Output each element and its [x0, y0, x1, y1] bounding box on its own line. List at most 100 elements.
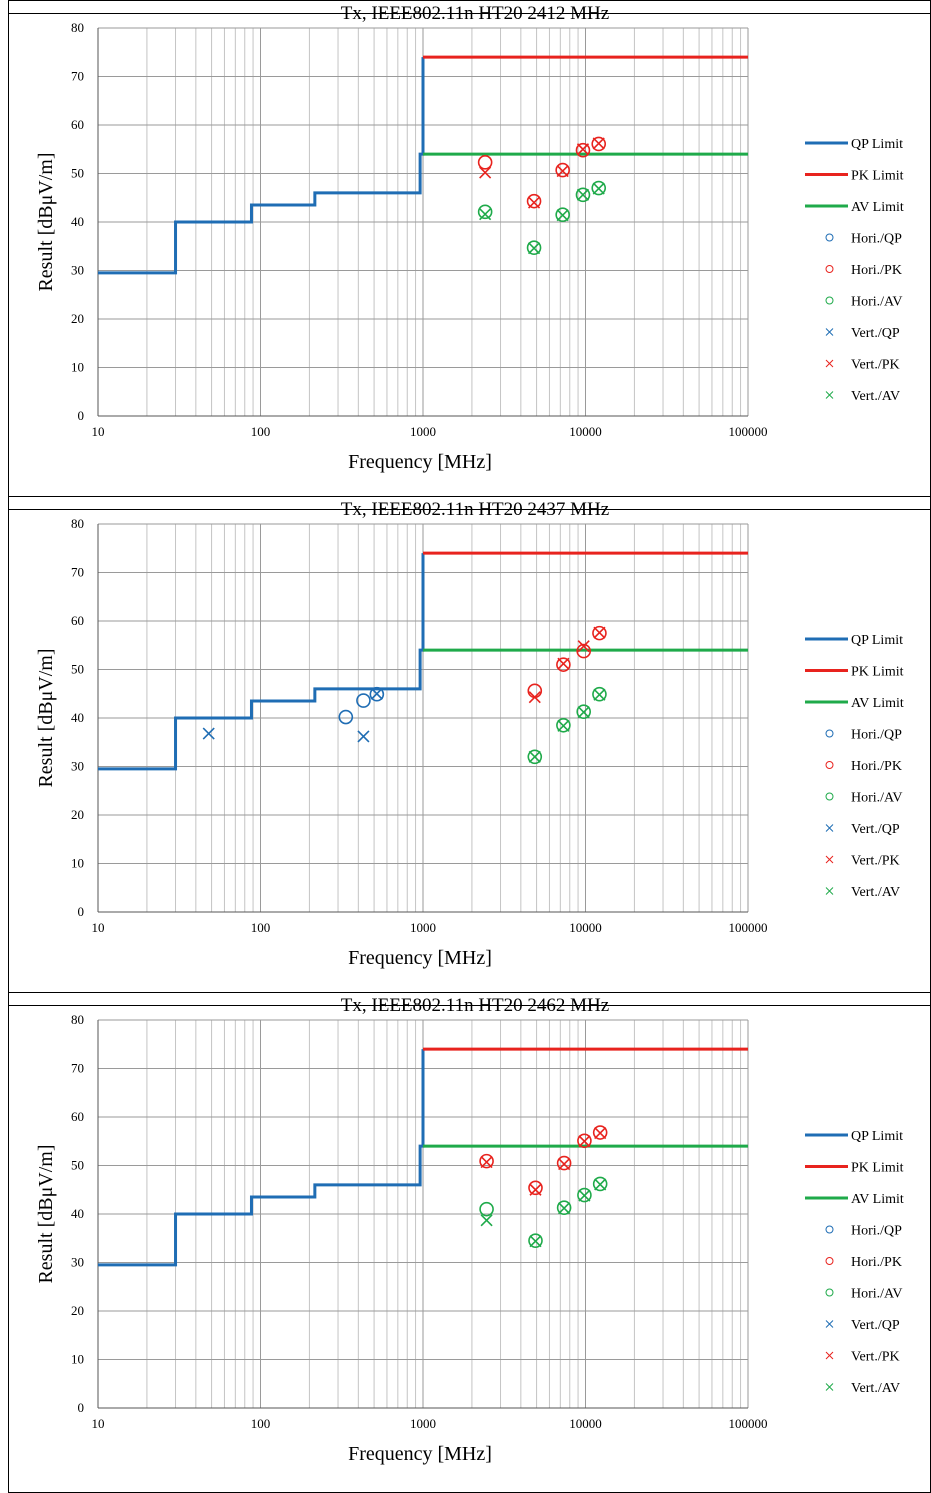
data-point-hori-av — [592, 686, 607, 702]
y-tick-label: 0 — [78, 408, 85, 423]
y-tick-label: 0 — [78, 904, 85, 919]
legend-label: Hori./QP — [851, 232, 902, 247]
series-group — [98, 1047, 748, 1267]
y-tick-label: 50 — [71, 1158, 84, 1173]
legend-label: Hori./AV — [851, 791, 902, 806]
x-tick-label: 100 — [251, 1416, 271, 1431]
data-point-hori-qp — [369, 686, 385, 702]
legend-swatch-hori-av — [825, 296, 834, 305]
data-point-vert-pk — [593, 626, 606, 639]
data-point-hori-av — [479, 1201, 494, 1217]
legend-label: Hori./PK — [851, 1255, 902, 1270]
data-point-vert-pk — [527, 196, 541, 209]
y-tick-label: 30 — [71, 263, 84, 278]
legend-label: QP Limit — [851, 1129, 903, 1144]
x-axis-label: Frequency [MHz] — [348, 451, 492, 473]
y-tick-label: 30 — [71, 1255, 84, 1270]
data-point-hori-av — [577, 1187, 592, 1203]
data-point-vert-pk — [480, 1156, 493, 1169]
series-line-qp-limit — [98, 57, 425, 275]
chart-panel-2: Tx, IEEE802.11n HT20 2437 MHz 0 10 20 30 40 50… — [0, 496, 931, 993]
y-tick-label: 60 — [71, 1109, 84, 1124]
legend-label: PK Limit — [851, 1161, 904, 1176]
data-point-hori-pk — [527, 683, 543, 699]
chart-svg: Tx, IEEE802.11n HT20 2437 MHz 0 10 20 30 40 50… — [8, 496, 931, 993]
y-tick-label: 70 — [71, 1061, 84, 1076]
data-point-vert-av — [576, 188, 590, 201]
data-point-hori-pk — [575, 142, 591, 158]
data-point-hori-av — [591, 180, 607, 196]
data-point-hori-av — [555, 207, 570, 223]
data-point-hori-av — [527, 749, 543, 765]
legend-label: Vert./PK — [851, 1350, 900, 1365]
data-point-vert-pk — [577, 640, 590, 653]
y-tick-label: 40 — [71, 1206, 84, 1221]
data-point-hori-pk — [528, 1180, 543, 1196]
y-tick-label: 10 — [71, 856, 84, 871]
data-point-vert-pk — [558, 1157, 571, 1171]
chart-title: Tx, IEEE802.11n HT20 2437 MHz — [341, 499, 609, 520]
y-tick-label: 80 — [71, 516, 84, 531]
y-tick-label: 20 — [71, 1303, 84, 1318]
x-tick-label: 100000 — [729, 1416, 768, 1431]
data-point-hori-av — [575, 187, 591, 203]
data-point-hori-pk — [577, 1133, 592, 1149]
y-tick-label: 20 — [71, 311, 84, 326]
x-tick-label: 10 — [92, 920, 105, 935]
y-tick-label: 70 — [71, 69, 84, 84]
data-point-vert-av — [527, 242, 541, 255]
x-tick-label: 10000 — [569, 1416, 602, 1431]
data-point-hori-pk — [555, 162, 570, 178]
legend-label: Vert./QP — [851, 822, 900, 837]
legend-label: QP Limit — [851, 633, 903, 648]
legend-label: Hori./PK — [851, 263, 902, 278]
data-point-vert-av — [593, 688, 606, 701]
legend-swatch-vert-qp — [825, 1320, 834, 1328]
data-point-vert-pk — [556, 165, 569, 178]
data-point-vert-pk — [576, 143, 590, 156]
data-point-vert-pk — [479, 166, 492, 179]
y-axis-label: Result [dBμV/m] — [35, 1144, 57, 1283]
legend-label: QP Limit — [851, 137, 903, 152]
legend-label: Hori./PK — [851, 759, 902, 774]
x-tick-label: 100 — [251, 920, 271, 935]
y-tick-label: 50 — [71, 662, 84, 677]
data-point-hori-av — [592, 1176, 608, 1192]
y-axis-label: Result [dBμV/m] — [35, 152, 57, 291]
data-point-vert-av — [592, 182, 605, 195]
legend-label: Hori./QP — [851, 1224, 902, 1239]
legend-swatch-vert-qp — [825, 824, 834, 832]
data-point-vert-av — [479, 208, 492, 221]
data-point-vert-av — [529, 1235, 542, 1248]
legend-label: Vert./AV — [851, 389, 900, 404]
data-point-vert-av — [577, 706, 590, 719]
x-tick-label: 10 — [92, 1416, 105, 1431]
data-point-hori-pk — [477, 155, 493, 170]
data-point-vert-av — [578, 1189, 591, 1202]
y-tick-label: 60 — [71, 613, 84, 628]
legend-label: PK Limit — [851, 169, 904, 184]
x-tick-label: 10 — [92, 424, 105, 439]
chart-panel-3: Tx, IEEE802.11n HT20 2462 MHz 0 10 20 30 40 50… — [0, 992, 931, 1493]
data-point-hori-av — [556, 1200, 572, 1215]
data-point-vert-qp — [370, 687, 383, 700]
data-point-hori-pk — [526, 193, 542, 209]
data-point-hori-av — [526, 240, 542, 256]
y-axis-label: Result [dBμV/m] — [35, 648, 57, 787]
chart-title: Tx, IEEE802.11n HT20 2462 MHz — [341, 995, 609, 1016]
x-tick-label: 1000 — [410, 1416, 436, 1431]
data-point-vert-av — [480, 1214, 493, 1227]
series-line-qp-limit — [98, 1049, 425, 1267]
y-tick-label: 10 — [71, 1352, 84, 1367]
chart-svg: Tx, IEEE802.11n HT20 2462 MHz 0 10 20 30 40 50… — [8, 992, 931, 1493]
y-tick-label: 20 — [71, 807, 84, 822]
data-point-vert-av — [558, 1202, 571, 1215]
legend-label: Hori./AV — [851, 1287, 902, 1302]
legend-label: Hori./AV — [851, 295, 902, 310]
series-group — [98, 551, 748, 771]
legend-swatch-hori-pk — [825, 761, 834, 769]
x-tick-label: 100000 — [729, 920, 768, 935]
x-axis-label: Frequency [MHz] — [348, 1443, 492, 1465]
data-point-vert-pk — [592, 137, 605, 150]
